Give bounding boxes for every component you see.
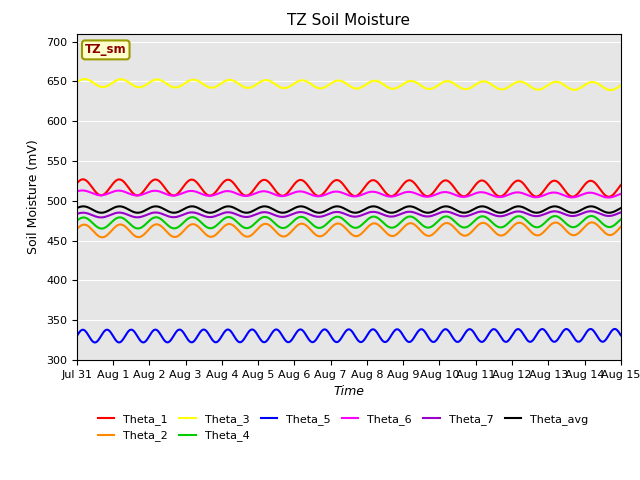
Theta_5 bbox=[505, 337, 513, 343]
Line: Theta_2: Theta_2 bbox=[77, 222, 621, 237]
Line: Theta_3: Theta_3 bbox=[77, 79, 621, 90]
Line: Theta_avg: Theta_avg bbox=[77, 206, 621, 213]
Theta_4 bbox=[98, 226, 106, 231]
Theta_4 bbox=[73, 218, 81, 224]
Theta_3 bbox=[617, 83, 625, 88]
Theta_3 bbox=[195, 78, 202, 84]
Theta_7 bbox=[195, 211, 202, 216]
X-axis label: Time: Time bbox=[333, 385, 364, 398]
Theta_6 bbox=[181, 189, 189, 195]
Theta_2 bbox=[434, 227, 442, 233]
Theta_3 bbox=[81, 76, 88, 82]
Theta_7 bbox=[73, 211, 81, 217]
Theta_avg bbox=[152, 204, 159, 209]
Theta_2 bbox=[195, 224, 202, 229]
Theta_2 bbox=[553, 220, 561, 226]
Y-axis label: Soil Moisture (mV): Soil Moisture (mV) bbox=[28, 139, 40, 254]
Theta_6 bbox=[79, 188, 86, 193]
Line: Theta_6: Theta_6 bbox=[77, 191, 621, 198]
Theta_1 bbox=[195, 181, 202, 187]
Theta_1 bbox=[73, 180, 81, 186]
Theta_1 bbox=[255, 180, 263, 186]
Theta_5 bbox=[91, 339, 99, 345]
Theta_2 bbox=[73, 226, 81, 232]
Theta_1 bbox=[617, 182, 625, 188]
Theta_6 bbox=[255, 189, 263, 195]
Theta_7 bbox=[434, 211, 442, 216]
Line: Theta_1: Theta_1 bbox=[77, 180, 621, 197]
Theta_5 bbox=[553, 338, 561, 344]
Theta_avg bbox=[195, 205, 202, 211]
Theta_3 bbox=[255, 80, 263, 85]
Theta_avg bbox=[553, 204, 561, 209]
Theta_5 bbox=[73, 333, 81, 339]
Theta_3 bbox=[553, 79, 561, 84]
Theta_avg bbox=[134, 210, 141, 216]
Theta_2 bbox=[99, 234, 106, 240]
Theta_3 bbox=[607, 87, 614, 93]
Theta_1 bbox=[181, 182, 189, 188]
Theta_7 bbox=[181, 211, 189, 217]
Theta_4 bbox=[434, 219, 442, 225]
Theta_7 bbox=[97, 215, 105, 220]
Line: Theta_4: Theta_4 bbox=[77, 216, 621, 228]
Theta_4 bbox=[617, 216, 625, 222]
Theta_5 bbox=[181, 332, 189, 338]
Theta_7 bbox=[505, 211, 513, 217]
Theta_4 bbox=[255, 217, 263, 223]
Theta_5 bbox=[255, 335, 263, 340]
Theta_7 bbox=[553, 209, 561, 215]
Theta_7 bbox=[617, 209, 625, 215]
Theta_2 bbox=[588, 219, 596, 225]
Theta_avg bbox=[73, 205, 81, 211]
Theta_6 bbox=[553, 190, 561, 196]
Theta_avg bbox=[434, 206, 442, 212]
Theta_2 bbox=[505, 228, 513, 234]
Theta_6 bbox=[73, 189, 81, 194]
Theta_5 bbox=[611, 326, 619, 332]
Theta_4 bbox=[195, 217, 202, 223]
Theta_1 bbox=[605, 194, 612, 200]
Theta_3 bbox=[181, 80, 189, 86]
Line: Theta_7: Theta_7 bbox=[77, 211, 621, 217]
Theta_1 bbox=[434, 184, 442, 190]
Theta_3 bbox=[73, 79, 81, 85]
Theta_5 bbox=[195, 332, 202, 338]
Text: TZ_sm: TZ_sm bbox=[85, 43, 127, 56]
Theta_avg bbox=[505, 207, 513, 213]
Line: Theta_5: Theta_5 bbox=[77, 329, 621, 342]
Theta_4 bbox=[505, 220, 513, 226]
Theta_avg bbox=[255, 204, 263, 210]
Theta_6 bbox=[505, 192, 513, 198]
Theta_avg bbox=[182, 205, 189, 211]
Theta_6 bbox=[195, 190, 202, 195]
Theta_4 bbox=[553, 214, 561, 219]
Theta_2 bbox=[181, 227, 189, 232]
Theta_avg bbox=[617, 205, 625, 211]
Theta_3 bbox=[505, 84, 513, 90]
Theta_5 bbox=[434, 336, 442, 342]
Theta_1 bbox=[553, 179, 561, 184]
Theta_7 bbox=[255, 210, 263, 216]
Theta_2 bbox=[617, 224, 625, 229]
Theta_6 bbox=[617, 191, 625, 197]
Theta_7 bbox=[587, 208, 595, 214]
Theta_4 bbox=[181, 218, 189, 224]
Legend: Theta_1, Theta_2, Theta_3, Theta_4, Theta_5, Theta_6, Theta_7, Theta_avg: Theta_1, Theta_2, Theta_3, Theta_4, Thet… bbox=[93, 409, 593, 446]
Theta_1 bbox=[79, 177, 86, 182]
Theta_3 bbox=[434, 83, 442, 88]
Theta_2 bbox=[255, 225, 263, 230]
Theta_5 bbox=[617, 333, 625, 338]
Theta_4 bbox=[588, 213, 595, 219]
Theta_6 bbox=[434, 191, 442, 197]
Title: TZ Soil Moisture: TZ Soil Moisture bbox=[287, 13, 410, 28]
Theta_6 bbox=[605, 195, 612, 201]
Theta_1 bbox=[505, 186, 513, 192]
